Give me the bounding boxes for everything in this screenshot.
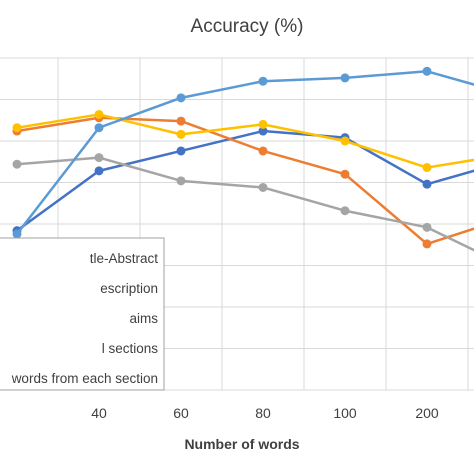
data-point (258, 119, 268, 129)
data-point (176, 146, 186, 156)
x-tick-label: 100 (333, 405, 357, 421)
data-point (422, 163, 432, 173)
legend: tle-Abstract escription aims l sections word… (0, 237, 165, 391)
data-point (340, 73, 350, 83)
data-point (94, 123, 104, 133)
data-point (94, 109, 104, 119)
data-point (422, 239, 432, 249)
legend-label: l sections (102, 341, 159, 356)
data-point (258, 182, 268, 192)
data-point (422, 222, 432, 232)
legend-label: escription (100, 281, 158, 296)
data-point (340, 206, 350, 216)
series-line (16, 70, 474, 235)
legend-label: words from each section (11, 371, 158, 386)
data-point (12, 229, 22, 239)
data-point (12, 123, 22, 133)
series-lines (12, 66, 474, 252)
x-tick-labels: 406080100200300 (91, 405, 439, 421)
legend-label: tle-Abstract (90, 251, 159, 266)
data-point (176, 176, 186, 186)
data-point (258, 126, 268, 136)
x-tick-label: 200 (415, 405, 439, 421)
x-tick-label: 60 (173, 405, 189, 421)
data-point (340, 136, 350, 146)
data-point (94, 153, 104, 163)
data-point (422, 66, 432, 76)
data-point (12, 159, 22, 169)
x-tick-label: 80 (255, 405, 271, 421)
data-point (258, 146, 268, 156)
data-point (176, 93, 186, 103)
data-point (176, 116, 186, 126)
data-point (422, 179, 432, 189)
x-axis-title: Number of words (184, 436, 299, 452)
data-point (258, 76, 268, 86)
data-point (176, 129, 186, 139)
legend-label: aims (129, 311, 158, 326)
data-point (94, 166, 104, 176)
data-point (340, 169, 350, 179)
legend-box (0, 237, 165, 391)
x-tick-label: 40 (91, 405, 107, 421)
chart-title: Accuracy (%) (191, 16, 304, 37)
